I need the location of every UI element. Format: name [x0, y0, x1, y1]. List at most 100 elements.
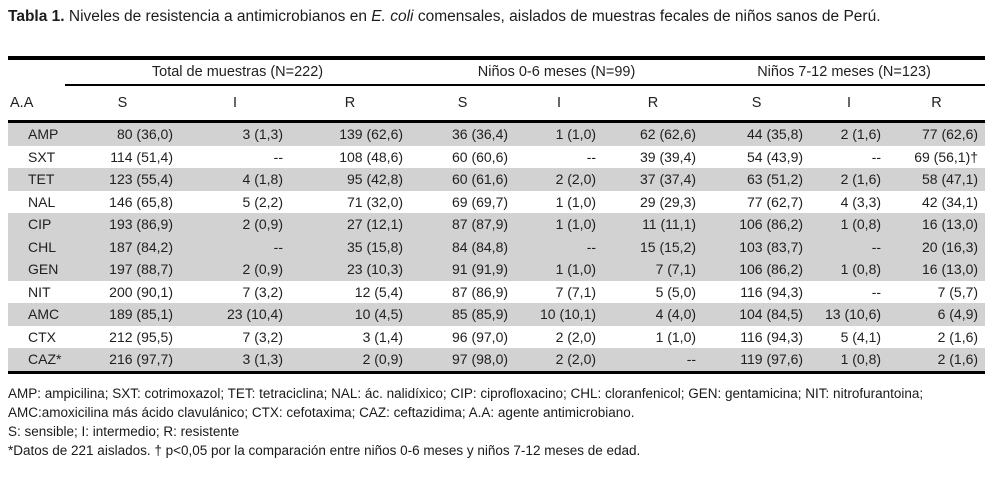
table-row-amp: AMP 80 (36,0) 3 (1,3) 139 (62,6) 36 (36,… — [8, 121, 986, 146]
value-cell: 216 (97,7) — [109, 351, 173, 368]
value-cell: 10 (4,5) — [354, 306, 404, 323]
value-cell: 108 (48,6) — [339, 148, 404, 165]
column-header-i-0-6: I — [515, 85, 604, 123]
value-cell: 29 (29,3) — [639, 193, 697, 210]
value-cell: 7 (3,2) — [242, 283, 283, 300]
group-header-row: Total de muestras (N=222) Niños 0-6 mese… — [8, 58, 986, 86]
value-cell: 15 (15,2) — [639, 238, 697, 255]
value-cell: 77 (62,7) — [746, 193, 804, 210]
table-row-gen: GEN 197 (88,7) 2 (0,9) 23 (10,3) 91 (91,… — [8, 258, 986, 281]
table-row-chl: CHL 187 (84,2) -- 35 (15,8) 84 (84,8) --… — [8, 235, 986, 258]
table-title: Tabla 1. Niveles de resistencia a antimi… — [8, 6, 983, 28]
value-cell: 54 (43,9) — [746, 148, 804, 165]
value-cell: 5 (4,1) — [840, 328, 882, 345]
table-footnotes: AMP: ampicilina; SXT: cotrimoxazol; TET:… — [8, 384, 987, 460]
value-cell: 60 (61,6) — [451, 171, 509, 188]
value-cell: 7 (3,2) — [242, 328, 283, 345]
value-cell: 16 (13,0) — [922, 261, 979, 278]
antimicrobial-label: CAZ* — [28, 351, 62, 368]
footnote-sir-legend: S: sensible; I: intermedio; R: resistent… — [8, 423, 240, 439]
antimicrobial-label: CHL — [28, 238, 57, 255]
value-cell: 4 (3,3) — [840, 193, 882, 210]
value-cell: 7 (7,1) — [655, 261, 697, 278]
value-cell: -- — [586, 238, 597, 255]
value-cell: 1 (1,0) — [555, 126, 597, 143]
antimicrobial-label: NAL — [28, 193, 56, 210]
value-cell: 189 (85,1) — [109, 306, 173, 323]
value-cell: 2 (0,9) — [242, 216, 283, 233]
value-cell: 4 (4,0) — [655, 306, 697, 323]
value-cell: 63 (51,2) — [746, 171, 804, 188]
value-cell: 60 (60,6) — [451, 148, 509, 165]
table-title-label: Tabla 1. — [8, 8, 65, 25]
column-header-r-0-6: R — [603, 85, 704, 123]
value-cell: 114 (51,4) — [110, 148, 173, 165]
column-header-s-total: S — [65, 85, 180, 123]
column-header-r-7-12: R — [888, 85, 986, 123]
value-cell: 1 (0,8) — [840, 261, 882, 278]
value-cell: 23 (10,4) — [226, 306, 283, 323]
value-cell: 1 (0,8) — [840, 216, 882, 233]
table-row-amc: AMC 189 (85,1) 23 (10,4) 10 (4,5) 85 (85… — [8, 303, 986, 326]
column-header-s-0-6: S — [410, 85, 516, 123]
antimicrobial-label: CIP — [28, 216, 52, 233]
value-cell: 116 (94,3) — [740, 283, 804, 300]
antimicrobial-label: GEN — [28, 261, 59, 278]
value-cell: 20 (16,3) — [922, 238, 979, 255]
value-cell: 16 (13,0) — [922, 216, 979, 233]
value-cell: 187 (84,2) — [109, 238, 173, 255]
value-cell: 2 (1,6) — [840, 126, 882, 143]
value-cell: 58 (47,1) — [922, 171, 979, 188]
value-cell: 2 (2,0) — [555, 171, 597, 188]
value-cell: 87 (87,9) — [451, 216, 509, 233]
value-cell: -- — [586, 148, 597, 165]
value-cell: 13 (10,6) — [824, 306, 882, 323]
value-cell: 27 (12,1) — [346, 216, 404, 233]
value-cell: 6 (4,9) — [937, 306, 979, 323]
antimicrobial-label: AMP — [28, 126, 59, 143]
table-title-text-post: comensales, aislados de muestras fecales… — [413, 8, 881, 25]
value-cell: -- — [273, 148, 283, 165]
value-cell: 200 (90,1) — [109, 283, 173, 300]
value-cell: 193 (86,9) — [109, 216, 173, 233]
value-cell: 212 (95,5) — [109, 328, 173, 345]
value-cell: -- — [273, 238, 283, 255]
value-cell: 3 (1,4) — [362, 328, 404, 345]
value-cell: 91 (91,9) — [451, 261, 509, 278]
value-cell: 2 (2,0) — [555, 351, 597, 368]
value-cell: 103 (83,7) — [739, 238, 804, 255]
value-cell: 23 (10,3) — [346, 261, 404, 278]
table-row-sxt: SXT 114 (51,4) -- 108 (48,6) 60 (60,6) -… — [8, 146, 985, 169]
value-cell: 39 (39,4) — [639, 148, 697, 165]
value-cell: 2 (1,6) — [937, 328, 979, 345]
value-cell: 119 (97,6) — [740, 351, 804, 368]
column-header-s-7-12: S — [703, 85, 811, 123]
antimicrobial-label: TET — [28, 171, 55, 188]
value-cell: 106 (86,2) — [739, 261, 804, 278]
value-cell: 7 (5,7) — [937, 283, 979, 300]
value-cell: 2 (2,0) — [555, 328, 597, 345]
value-cell: 62 (62,6) — [639, 126, 697, 143]
column-header-i-total: I — [180, 85, 290, 123]
value-cell: 1 (1,0) — [555, 261, 597, 278]
value-cell: 3 (1,3) — [242, 351, 283, 368]
value-cell: 5 (5,0) — [655, 283, 697, 300]
species-name: E. coli — [371, 8, 414, 25]
sub-header-row: A.A S I R S I R S I R — [8, 85, 986, 123]
value-cell: 95 (42,8) — [346, 171, 404, 188]
value-cell: 84 (84,8) — [451, 238, 509, 255]
table-title-text-pre: Niveles de resistencia a antimicrobianos… — [64, 8, 372, 25]
table-row-cip: CIP 193 (86,9) 2 (0,9) 27 (12,1) 87 (87,… — [8, 213, 986, 236]
value-cell: 77 (62,6) — [922, 126, 979, 143]
value-cell: 2 (0,9) — [242, 261, 283, 278]
resistance-table: Total de muestras (N=222) Niños 0-6 mese… — [8, 56, 986, 374]
value-cell: 1 (1,0) — [655, 328, 697, 345]
table-row-nal: NAL 146 (65,8) 5 (2,2) 71 (32,0) 69 (69,… — [8, 191, 985, 214]
value-cell: -- — [871, 238, 882, 255]
table-row-nit: NIT 200 (90,1) 7 (3,2) 12 (5,4) 87 (86,9… — [8, 281, 985, 304]
value-cell: 2 (0,9) — [362, 351, 404, 368]
value-cell: 69 (56,1)† — [914, 148, 979, 165]
antimicrobial-label: NIT — [28, 283, 51, 300]
value-cell: 69 (69,7) — [451, 193, 509, 210]
value-cell: 106 (86,2) — [739, 216, 804, 233]
